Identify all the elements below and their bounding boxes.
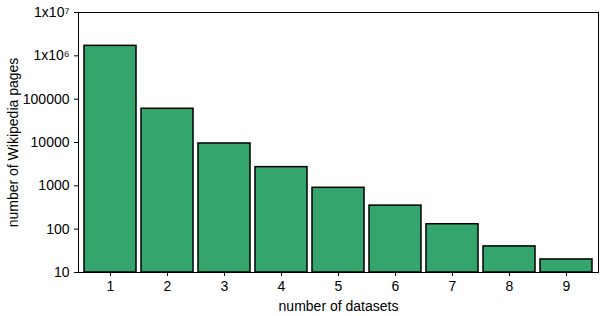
svg-text:1000: 1000 <box>38 177 69 193</box>
svg-text:1x10⁷: 1x10⁷ <box>34 4 69 20</box>
svg-text:1x10⁶: 1x10⁶ <box>33 47 69 63</box>
svg-text:100000: 100000 <box>23 91 70 107</box>
svg-text:8: 8 <box>506 278 514 294</box>
svg-text:7: 7 <box>449 278 457 294</box>
svg-text:number of datasets: number of datasets <box>279 298 399 314</box>
svg-text:10000: 10000 <box>31 134 70 150</box>
svg-text:number of Wikipedia pages: number of Wikipedia pages <box>5 58 21 228</box>
svg-text:6: 6 <box>392 278 400 294</box>
svg-text:3: 3 <box>221 278 229 294</box>
svg-text:5: 5 <box>335 278 343 294</box>
svg-text:100: 100 <box>46 221 70 237</box>
svg-text:4: 4 <box>278 278 286 294</box>
svg-text:1: 1 <box>107 278 115 294</box>
svg-text:2: 2 <box>164 278 172 294</box>
svg-text:10: 10 <box>54 264 70 280</box>
svg-text:9: 9 <box>563 278 571 294</box>
